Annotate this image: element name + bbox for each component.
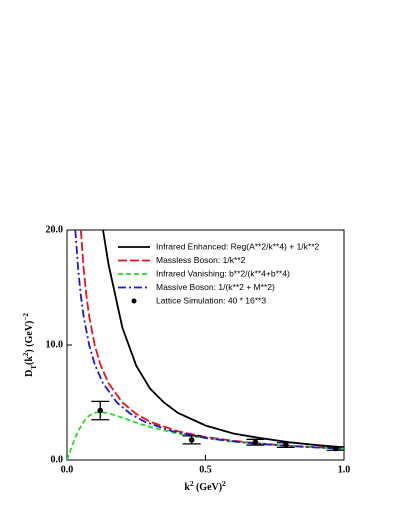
data-point: [252, 439, 259, 445]
axis-label-part: 2: [22, 352, 30, 356]
line-series: [67, 411, 344, 460]
axis-label-part: 2: [222, 480, 226, 488]
y-tick-label: 10.0: [46, 339, 64, 350]
data-point: [283, 442, 289, 448]
axis-label-part: 2: [190, 480, 194, 488]
axis-label-part: (k: [24, 356, 35, 365]
data-point: [332, 445, 339, 452]
legend-label: Massive Boson: 1/(k**2 + M**2): [156, 282, 275, 292]
x-tick-label: 1.0: [338, 464, 351, 475]
legend-marker: [131, 298, 137, 304]
legend-label: Massless Boson: 1/k**2: [156, 255, 246, 265]
axis-label-part: −2: [22, 313, 30, 321]
x-tick-label: 0.5: [199, 464, 212, 475]
legend-label: Lattice Simulation: 40 * 16**3: [156, 295, 266, 305]
y-label: DT(k2) (GeV)−2: [22, 313, 38, 377]
data-point: [97, 407, 104, 414]
axis-label-part: k: [184, 482, 190, 493]
axis-label-part: T: [30, 365, 38, 370]
legend-label: Infrared Enhanced: Reg(A**2/k**4) + 1/k*…: [156, 241, 320, 251]
legend-label: Infrared Vanishing: b**2/(k**4+b**4): [156, 268, 290, 278]
y-tick-label: 0.0: [51, 454, 64, 465]
x-tick-label: 0.0: [61, 464, 74, 475]
axis-label-part: ) (GeV): [24, 321, 35, 353]
line-series: [74, 230, 344, 450]
axis-label-part: D: [24, 370, 35, 377]
x-label: k2 (GeV)2: [184, 480, 226, 494]
axis-label-part: (GeV): [193, 482, 222, 493]
y-tick-label: 20.0: [46, 224, 64, 235]
data-point: [188, 437, 195, 443]
